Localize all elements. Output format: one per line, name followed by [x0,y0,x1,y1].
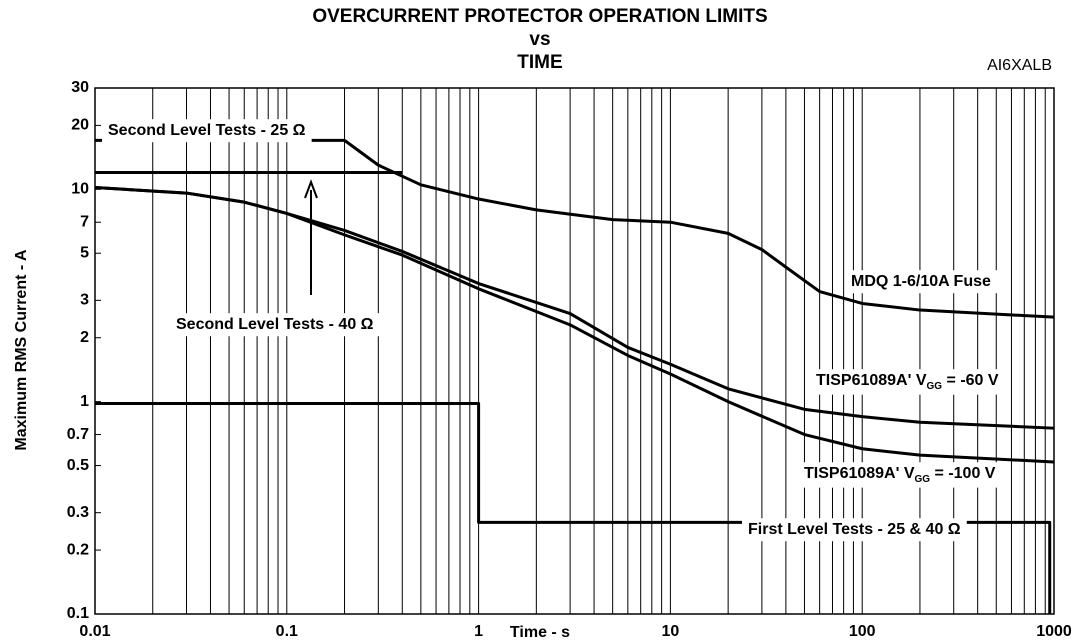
annotation: Second Level Tests - 40 Ω [170,313,380,337]
arrow-head [304,179,318,199]
chart-title: OVERCURRENT PROTECTOR OPERATION LIMITS [312,6,767,27]
annotation-text-part: First Level Tests - 25 & 40 Ω [748,521,961,538]
annotation-background [742,518,967,542]
x-axis-label: Time - s [510,624,570,641]
y-tick-label: 0.5 [67,457,89,474]
y-tick-label: 20 [71,117,89,134]
annotation-text-part: TISP61089A' V [816,372,927,389]
annotation-background [845,270,997,294]
chart-title: TIME [517,52,562,73]
x-tick-label: 0.1 [276,623,298,640]
annotation-subscript: GG [927,381,943,392]
series-line [343,139,1055,319]
annotation-text-part: = -100 V [930,465,996,482]
annotation-text: MDQ 1-6/10A Fuse [851,273,991,290]
y-tick-label: 0.7 [67,426,89,443]
annotation: MDQ 1-6/10A Fuse [845,270,997,294]
annotation-text: Second Level Tests - 40 Ω [176,316,374,333]
annotation-text-part: Second Level Tests - 40 Ω [176,316,374,333]
annotation-background [810,369,1005,395]
y-tick-label: 0.2 [67,541,89,558]
y-tick-label: 5 [80,244,89,261]
y-tick-label: 30 [71,79,89,96]
y-tick-label: 2 [80,329,89,346]
y-tick-label: 3 [80,292,89,309]
annotation-text-part: MDQ 1-6/10A Fuse [851,273,991,290]
plot-frame [94,87,1055,615]
y-tick-label: 1 [80,393,89,410]
annotation-text-part: Second Level Tests - 25 Ω [108,122,306,139]
annotation-text: TISP61089A' VGG = -100 V [804,465,996,484]
y-tick-label: 0.3 [67,504,89,521]
y-tick-label: 0.1 [67,605,89,622]
x-tick-label: 0.01 [79,623,110,640]
y-axis-label: Maximum RMS Current - A [13,249,30,451]
y-tick-label: 7 [80,213,89,230]
x-tick-label: 1000 [1036,623,1072,640]
y-tick-label: 10 [71,181,89,198]
annotation-text: Second Level Tests - 25 Ω [108,122,306,139]
annotation: TISP61089A' VGG = -100 V [798,462,1002,488]
x-tick-label: 100 [849,623,876,640]
corner-label: AI6XALB [987,57,1052,74]
annotation: Second Level Tests - 25 Ω [102,119,312,143]
x-tick-label: 1 [474,623,483,640]
chart-title: vs [529,29,550,50]
annotation: TISP61089A' VGG = -60 V [810,369,1005,395]
annotation-text-part: TISP61089A' V [804,465,915,482]
annotation-background [170,313,380,337]
annotation-subscript: GG [915,474,931,485]
series-line [95,402,1052,614]
series-line [94,185,1055,464]
annotation-background [798,462,1002,488]
annotation-background [102,119,312,143]
annotation: First Level Tests - 25 & 40 Ω [742,518,967,542]
annotation-text: TISP61089A' VGG = -60 V [816,372,999,391]
annotation-text: First Level Tests - 25 & 40 Ω [748,521,961,538]
annotation-text-part: = -60 V [942,372,999,389]
x-tick-label: 10 [662,623,680,640]
